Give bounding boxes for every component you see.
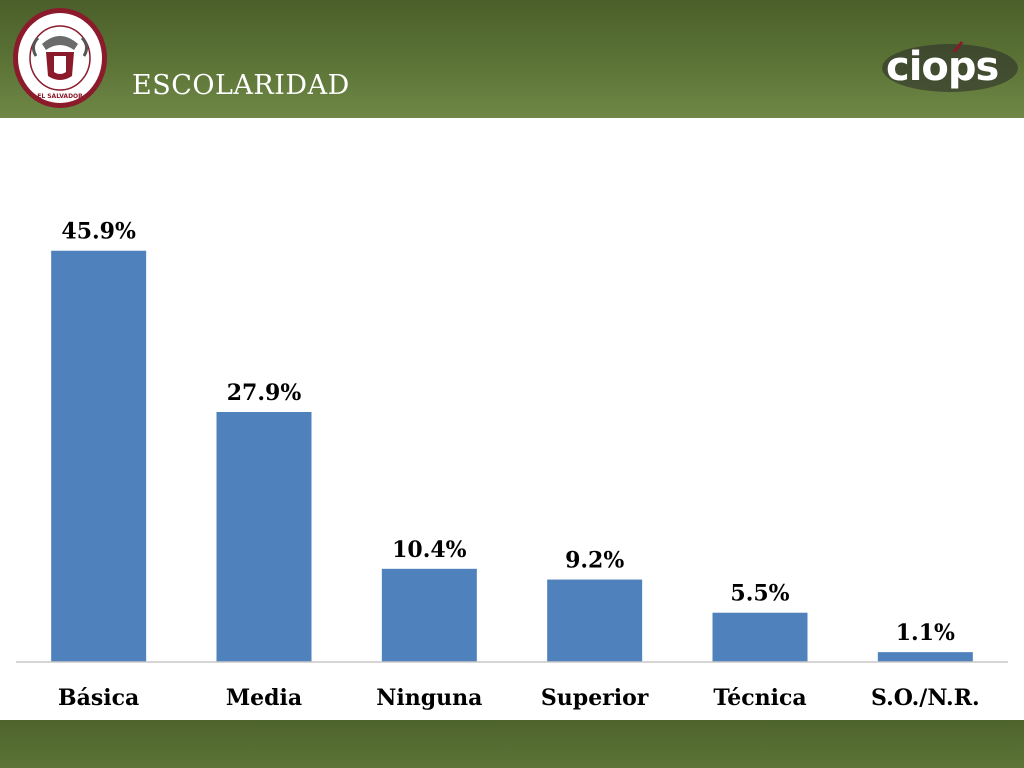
bar-1 <box>216 412 312 662</box>
category-label-2: Ninguna <box>376 685 482 711</box>
seal-caption: EL SALVADOR <box>37 93 83 100</box>
value-label-5: 1.1% <box>896 620 955 646</box>
schooling-bar-chart: 45.9% 27.9% 10.4% 9.2% 5.5% 1.1% Básica Media N… <box>16 219 1008 711</box>
bar-5 <box>877 652 973 662</box>
category-label-0: Básica <box>58 685 139 711</box>
category-label-3: Superior <box>541 685 649 711</box>
category-label-5: S.O./N.R. <box>871 685 980 711</box>
university-seal-logo: EL SALVADOR <box>13 8 107 108</box>
value-label-group: 45.9% 27.9% 10.4% 9.2% 5.5% 1.1% <box>61 219 955 646</box>
category-label-group: Básica Media Ninguna Superior Técnica S.O./N.… <box>58 685 980 711</box>
bar-0 <box>51 250 147 662</box>
value-label-4: 5.5% <box>730 581 789 607</box>
brand-name: ciops <box>886 44 998 90</box>
bar-2 <box>381 568 477 662</box>
value-label-2: 10.4% <box>392 537 467 563</box>
page-title: ESCOLARIDAD <box>132 70 350 101</box>
bar-3 <box>547 579 643 662</box>
category-label-1: Media <box>226 685 302 711</box>
value-label-0: 45.9% <box>61 219 136 245</box>
bar-4 <box>712 612 808 662</box>
bar-group <box>51 250 973 662</box>
footer-bar <box>0 720 1024 768</box>
value-label-3: 9.2% <box>565 548 624 574</box>
ciops-logo: ciops <box>882 41 1018 92</box>
header-bar: EL SALVADOR ESCOLARIDAD ciops <box>0 0 1024 118</box>
value-label-1: 27.9% <box>227 380 302 406</box>
category-label-4: Técnica <box>713 685 806 711</box>
